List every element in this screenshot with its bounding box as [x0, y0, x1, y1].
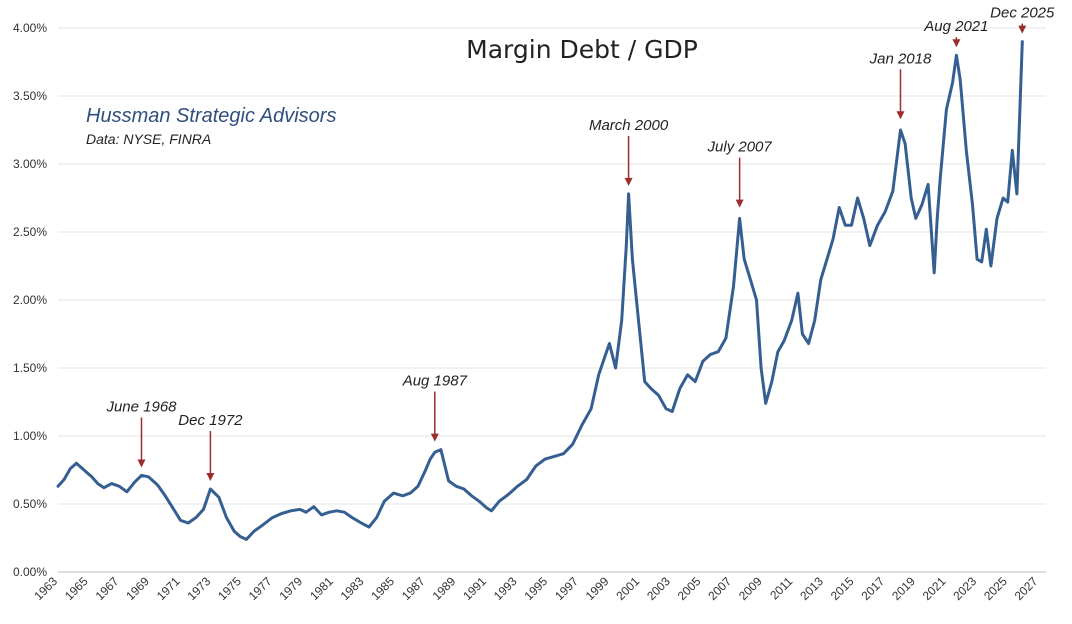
x-tick-label: 1975 [215, 574, 244, 603]
x-axis-ticks: 1963 1965 1967 1969 1971 1973 1975 1977 1979 1981… [31, 574, 1040, 603]
annotation-label: Jan 2018 [869, 50, 932, 67]
annotation-label: March 2000 [589, 117, 669, 134]
y-tick-label: 1.50% [13, 361, 47, 375]
x-tick-label: 2015 [828, 574, 857, 603]
annotation-label: Aug 1987 [402, 373, 468, 390]
y-tick-label: 0.00% [13, 565, 47, 579]
x-tick-label: 2027 [1012, 574, 1041, 603]
chart-subtitle: Hussman Strategic Advisors [86, 105, 336, 127]
y-tick-label: 3.50% [13, 89, 47, 103]
annotation-arrowhead [952, 39, 961, 48]
x-tick-label: 2017 [859, 574, 888, 603]
y-tick-label: 3.00% [13, 157, 47, 171]
x-tick-label: 1983 [338, 574, 367, 603]
y-axis-ticks: 0.00% 0.50% 1.00% 1.50% 2.00% 2.50% 3.00% 3.50%… [13, 21, 47, 579]
x-tick-label: 2021 [920, 574, 949, 603]
x-tick-label: 1969 [123, 574, 152, 603]
x-tick-label: 2013 [797, 574, 826, 603]
chart-title: Margin Debt / GDP [466, 35, 698, 64]
x-tick-label: 1965 [62, 574, 91, 603]
y-tick-label: 2.50% [13, 225, 47, 239]
y-tick-label: 1.00% [13, 429, 47, 443]
series-line [56, 40, 1024, 541]
gridlines [58, 27, 1046, 505]
x-tick-label: 1999 [583, 574, 612, 603]
annotation-arrowhead [1018, 25, 1027, 34]
x-tick-label: 2019 [889, 574, 918, 603]
x-tick-label: 1973 [185, 574, 214, 603]
x-tick-label: 1981 [307, 574, 336, 603]
x-tick-label: 2005 [675, 574, 704, 603]
x-tick-label: 1987 [399, 574, 428, 603]
series [56, 40, 1024, 541]
x-tick-label: 2023 [950, 574, 979, 603]
x-tick-label: 2001 [613, 574, 642, 603]
x-tick-label: 1989 [430, 574, 459, 603]
annotation-label: Dec 2025 [990, 5, 1055, 22]
annotation-label: Dec 1972 [178, 412, 243, 429]
annotation-label: Aug 2021 [923, 18, 988, 35]
annotation-arrowhead [896, 111, 905, 120]
annotation-label: June 1968 [105, 398, 177, 415]
annotation-label: July 2007 [707, 139, 773, 156]
annotation-arrowhead [137, 459, 146, 468]
y-tick-label: 0.50% [13, 497, 47, 511]
x-tick-label: 1979 [276, 574, 305, 603]
x-tick-label: 1967 [93, 574, 122, 603]
annotation-arrowhead [206, 473, 215, 482]
x-tick-label: 2003 [644, 574, 673, 603]
x-tick-label: 2011 [767, 574, 795, 602]
x-tick-label: 1995 [522, 574, 551, 603]
x-tick-label: 2009 [736, 574, 765, 603]
x-tick-label: 1993 [491, 574, 520, 603]
x-tick-label: 1997 [552, 574, 581, 603]
x-tick-label: 1985 [368, 574, 397, 603]
annotation-arrowhead [624, 177, 633, 186]
x-tick-label: 2025 [981, 574, 1010, 603]
y-tick-label: 2.00% [13, 293, 47, 307]
x-tick-label: 1977 [246, 574, 275, 603]
chart-source: Data: NYSE, FINRA [86, 131, 211, 147]
annotation-arrowhead [735, 199, 744, 208]
x-tick-label: 2007 [705, 574, 734, 603]
y-tick-label: 4.00% [13, 21, 47, 35]
annotation-arrowhead [430, 433, 439, 442]
x-tick-label: 1971 [154, 574, 183, 603]
x-tick-label: 1991 [460, 574, 489, 603]
